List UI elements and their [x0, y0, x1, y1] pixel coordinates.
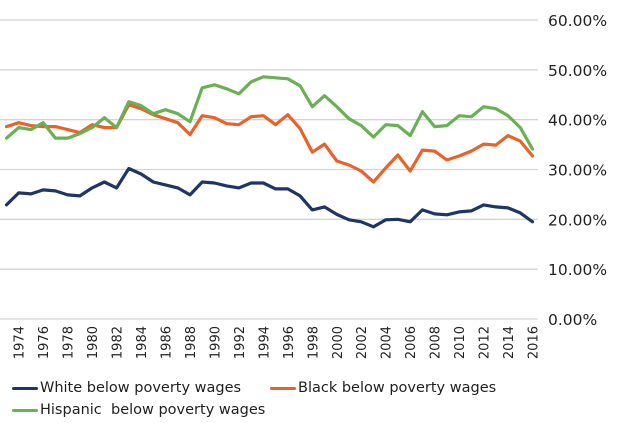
y-tick-label: 40.00%: [548, 112, 607, 130]
x-tick-label: 2004: [380, 326, 395, 359]
x-tick-label: 2008: [429, 326, 444, 359]
legend-swatch-black: [270, 386, 296, 390]
y-tick-label: 30.00%: [548, 162, 607, 180]
legend-swatch-white: [12, 386, 38, 390]
legend-item-black: Black below poverty wages: [270, 380, 496, 396]
series-line-hispanic: [4, 75, 535, 151]
legend-label-black: Black below poverty wages: [298, 380, 497, 396]
x-tick-label: 2006: [404, 326, 419, 359]
y-axis-tick-labels: 0.00% 10.00% 20.00% 30.00% 40.00% 50.00% 60.00…: [548, 12, 607, 329]
y-tick-label: 20.00%: [548, 211, 607, 229]
x-axis-tick-labels: 1974 1976 1978 1980 1982 1984 1986 1988 1990 1992…: [13, 326, 542, 359]
legend-item-white: White below poverty wages: [12, 380, 241, 396]
x-tick-label: 1982: [111, 326, 126, 359]
x-tick-label: 2010: [453, 326, 468, 359]
series-line-white: [4, 166, 535, 229]
legend-item-hispanic: Hispanic below poverty wages: [12, 402, 265, 418]
series-lines: [4, 75, 535, 229]
x-tick-label: 1996: [282, 326, 297, 359]
gridlines: [0, 19, 538, 320]
x-tick-label: 1986: [160, 326, 175, 359]
x-tick-label: 1980: [86, 326, 101, 359]
x-tick-label: 1998: [306, 326, 321, 359]
x-tick-label: 2016: [527, 326, 542, 359]
x-tick-label: 1988: [184, 326, 199, 359]
x-tick-label: 2014: [502, 326, 517, 359]
x-tick-label: 1984: [135, 326, 150, 359]
y-tick-label: 0.00%: [548, 311, 597, 329]
x-tick-label: 2002: [355, 326, 370, 359]
legend-swatch-hispanic: [12, 408, 38, 412]
y-tick-label: 60.00%: [548, 12, 607, 30]
x-tick-label: 1994: [257, 326, 272, 359]
x-tick-label: 1990: [208, 326, 223, 359]
y-tick-label: 50.00%: [548, 62, 607, 80]
legend-label-white: White below poverty wages: [40, 380, 242, 396]
series-line-black: [4, 103, 535, 184]
x-tick-label: 1992: [233, 326, 248, 359]
y-tick-label: 10.00%: [548, 261, 607, 279]
x-tick-label: 1978: [62, 326, 77, 359]
legend-label-hispanic: Hispanic below poverty wages: [40, 402, 266, 418]
x-tick-label: 2000: [331, 326, 346, 359]
line-chart: 0.00% 10.00% 20.00% 30.00% 40.00% 50.00% 60.00…: [0, 12, 607, 359]
x-tick-label: 2012: [478, 326, 493, 359]
x-tick-label: 1974: [13, 326, 28, 359]
x-tick-label: 1976: [37, 326, 52, 359]
